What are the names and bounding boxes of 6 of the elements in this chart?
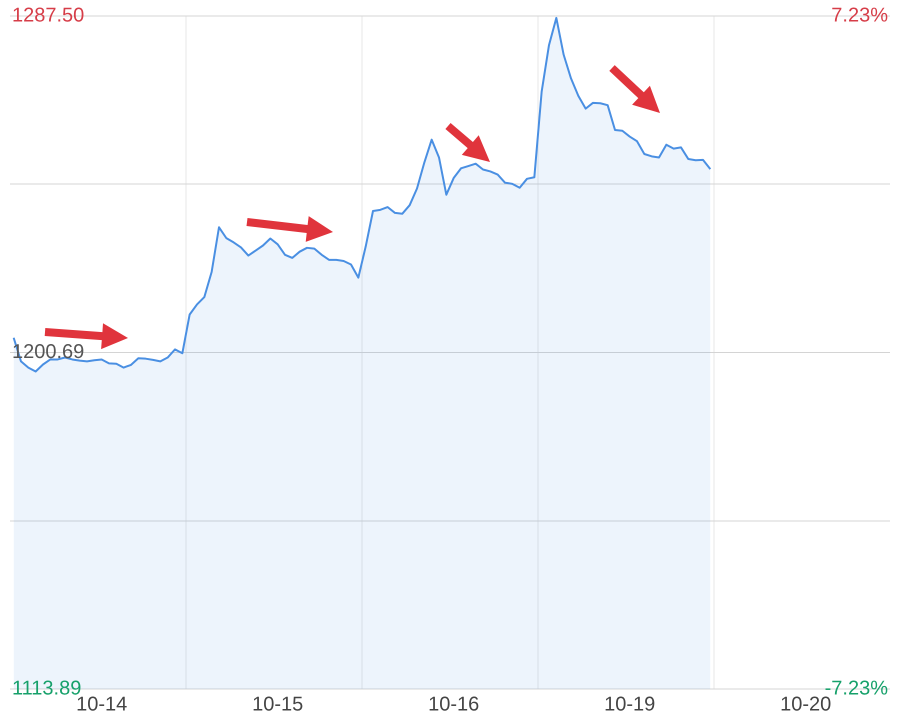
y-tick-label: 1287.50 bbox=[12, 4, 84, 27]
x-tick-label: 10-15 bbox=[252, 694, 304, 716]
x-tick-label: 10-14 bbox=[76, 694, 128, 716]
x-tick-label: 10-16 bbox=[428, 694, 480, 716]
y2-tick-label: 7.23% bbox=[831, 4, 888, 27]
x-tick-label: 10-19 bbox=[604, 694, 656, 716]
